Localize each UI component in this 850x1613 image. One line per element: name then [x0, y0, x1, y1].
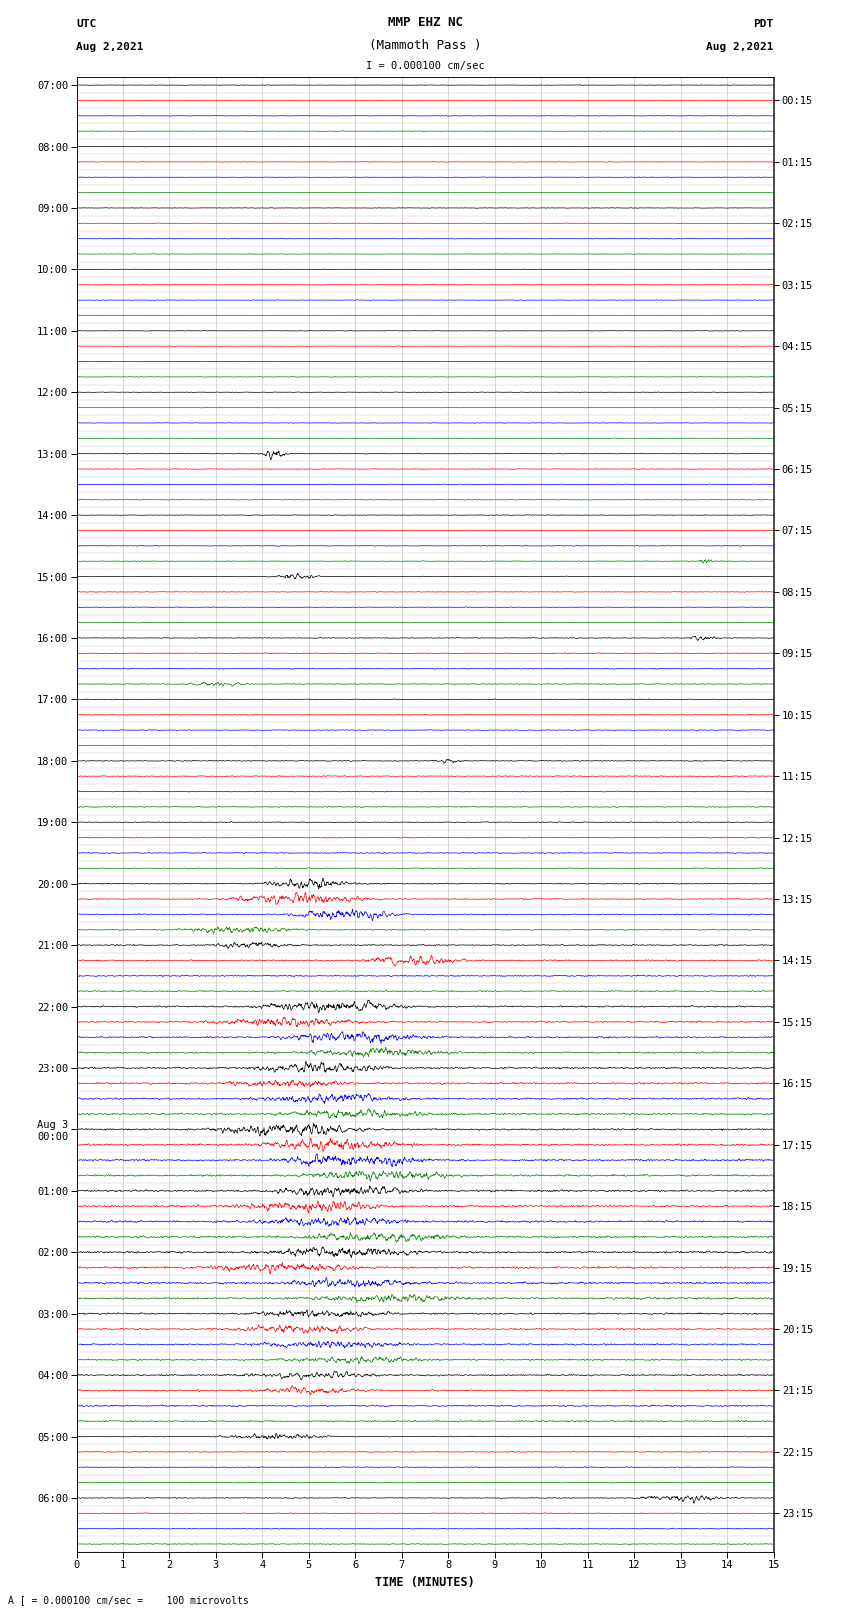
- X-axis label: TIME (MINUTES): TIME (MINUTES): [375, 1576, 475, 1589]
- Text: (Mammoth Pass ): (Mammoth Pass ): [369, 39, 481, 52]
- Text: UTC: UTC: [76, 19, 97, 29]
- Text: A [ = 0.000100 cm/sec =    100 microvolts: A [ = 0.000100 cm/sec = 100 microvolts: [8, 1595, 249, 1605]
- Text: PDT: PDT: [753, 19, 774, 29]
- Text: I = 0.000100 cm/sec: I = 0.000100 cm/sec: [366, 61, 484, 71]
- Text: Aug 2,2021: Aug 2,2021: [706, 42, 774, 52]
- Text: MMP EHZ NC: MMP EHZ NC: [388, 16, 462, 29]
- Text: Aug 2,2021: Aug 2,2021: [76, 42, 144, 52]
